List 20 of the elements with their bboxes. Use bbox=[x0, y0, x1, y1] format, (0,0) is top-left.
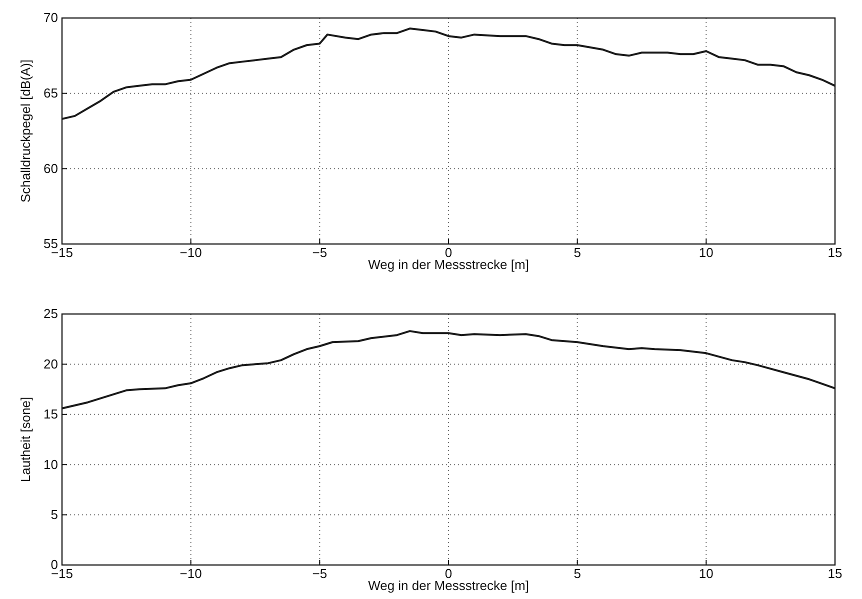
y-tick-label: 25 bbox=[44, 306, 58, 322]
x-tick-label: −10 bbox=[180, 245, 202, 260]
x-tick-label: −5 bbox=[312, 566, 328, 582]
x-tick-label: −10 bbox=[180, 566, 202, 582]
y-axis-title: Schalldruckpegel [dB(A)] bbox=[18, 59, 33, 203]
x-tick-label: −5 bbox=[312, 245, 328, 260]
x-tick-label: 10 bbox=[698, 245, 714, 260]
x-tick-label: 15 bbox=[828, 566, 842, 582]
x-tick-label: 5 bbox=[574, 245, 581, 260]
x-tick-label: 10 bbox=[698, 566, 714, 582]
x-tick-label: 5 bbox=[574, 566, 581, 582]
x-tick-label: 15 bbox=[828, 245, 842, 260]
y-tick-label: 20 bbox=[44, 356, 58, 372]
y-tick-label: 70 bbox=[44, 10, 58, 26]
y-axis-title: Lautheit [sone] bbox=[18, 396, 33, 482]
y-tick-label: 5 bbox=[50, 506, 58, 522]
y-tick-label: 65 bbox=[44, 85, 58, 100]
y-tick-label: 10 bbox=[44, 456, 58, 472]
y-tick-label: 60 bbox=[44, 160, 58, 176]
y-tick-label: 15 bbox=[44, 406, 58, 422]
